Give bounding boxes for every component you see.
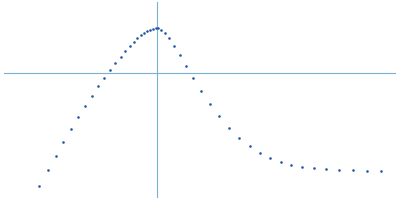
Point xyxy=(152,27,159,30)
Point xyxy=(183,65,189,68)
Point xyxy=(88,94,95,97)
Point xyxy=(122,50,128,53)
Point xyxy=(226,126,232,130)
Point xyxy=(378,170,384,173)
Point xyxy=(130,40,137,43)
Point xyxy=(299,166,306,169)
Point xyxy=(101,76,107,80)
Point xyxy=(166,37,172,40)
Point xyxy=(267,156,274,159)
Point xyxy=(147,28,153,31)
Point xyxy=(155,27,161,30)
Point xyxy=(216,115,222,118)
Point xyxy=(198,89,204,93)
Point xyxy=(144,29,150,33)
Point xyxy=(206,102,213,106)
Point xyxy=(246,145,253,148)
Point xyxy=(112,62,119,65)
Point xyxy=(336,168,342,171)
Point xyxy=(107,69,113,72)
Point xyxy=(257,151,263,154)
Point xyxy=(45,169,52,172)
Point xyxy=(190,76,196,80)
Point xyxy=(323,168,330,171)
Point xyxy=(67,127,74,130)
Point xyxy=(350,169,356,172)
Point xyxy=(150,27,156,30)
Point xyxy=(364,169,370,172)
Point xyxy=(60,140,66,143)
Point xyxy=(158,28,164,31)
Point xyxy=(94,85,101,88)
Point xyxy=(162,31,168,34)
Point xyxy=(141,31,147,34)
Point xyxy=(82,104,88,107)
Point xyxy=(176,53,183,57)
Point xyxy=(126,45,133,48)
Point xyxy=(118,55,124,58)
Point xyxy=(35,185,42,188)
Point xyxy=(311,167,317,170)
Point xyxy=(52,154,59,157)
Point xyxy=(278,160,284,164)
Point xyxy=(75,115,81,118)
Point xyxy=(138,34,144,37)
Point xyxy=(134,36,140,40)
Point xyxy=(288,163,294,166)
Point xyxy=(236,136,242,140)
Point xyxy=(171,44,177,47)
